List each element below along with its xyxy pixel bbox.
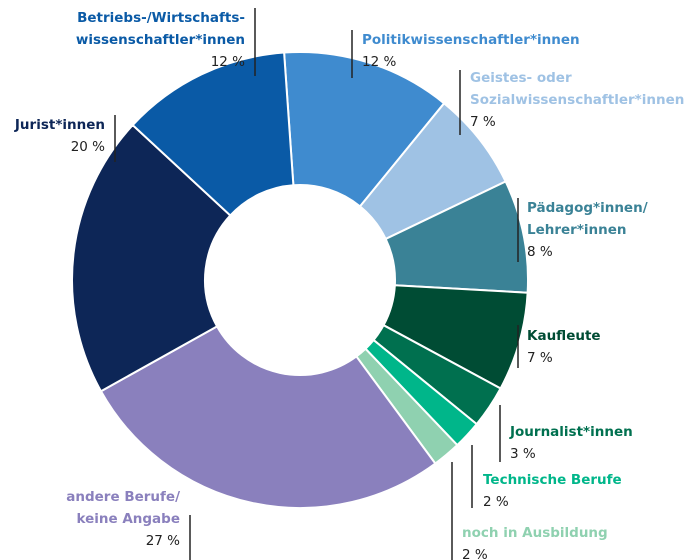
donut-segment [131,51,295,217]
segment-label: Betriebs-/Wirtschafts- [77,10,245,26]
segment-label: Technische Berufe [483,472,622,488]
value-label: 3 % [510,446,536,462]
segment-label: andere Berufe/ [66,489,180,505]
value-label: 7 % [470,114,496,130]
value-label: 2 % [462,547,488,560]
donut-segment [99,324,437,509]
segment-label: Sozialwissenschaftler*innen [470,92,684,108]
segment-label: keine Angabe [76,511,180,527]
segment-label: Politikwissenschaftler*innen [362,32,580,48]
donut-segment [283,51,446,208]
segment-label: Geistes- oder [470,70,572,86]
segment-label: noch in Ausbildung [462,525,608,541]
value-label: 2 % [483,494,509,510]
value-label: 12 % [362,54,396,70]
donut-segment [71,123,232,393]
segment-label: Journalist*innen [509,424,633,440]
segment-label: Lehrer*innen [527,222,627,238]
segment-label: wissenschaftler*innen [76,32,245,48]
value-label: 27 % [146,533,180,549]
segment-label: Pädagog*innen/ [527,200,648,216]
value-label: 7 % [527,350,553,366]
segment-label: Kaufleute [527,328,601,344]
segment-label: Jurist*innen [14,117,105,133]
value-label: 20 % [71,139,105,155]
value-label: 8 % [527,244,553,260]
value-label: 12 % [211,54,245,70]
